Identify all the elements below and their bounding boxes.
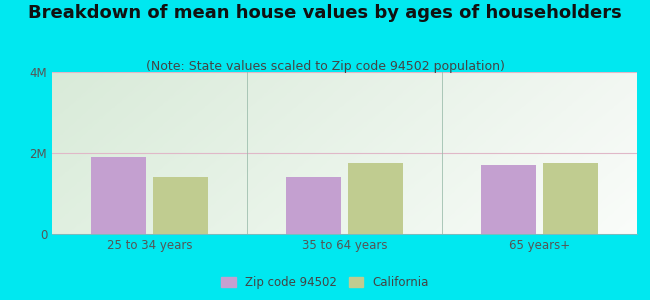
Bar (348, 163, 403, 234)
Legend: Zip code 94502, California: Zip code 94502, California (216, 272, 434, 294)
Bar (153, 177, 208, 234)
Text: (Note: State values scaled to Zip code 94502 population): (Note: State values scaled to Zip code 9… (146, 60, 504, 73)
Bar (286, 177, 341, 234)
Bar (91, 157, 146, 234)
Bar (481, 165, 536, 234)
Text: Breakdown of mean house values by ages of householders: Breakdown of mean house values by ages o… (28, 4, 622, 22)
Bar (543, 163, 598, 234)
